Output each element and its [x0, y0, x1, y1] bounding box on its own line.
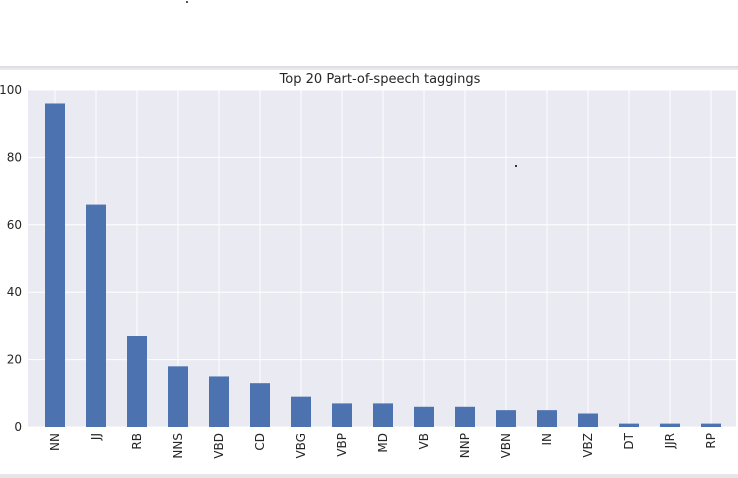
x-tick-label: NN — [48, 433, 62, 451]
y-tick-label: 40 — [7, 285, 22, 299]
bar-cd — [250, 383, 270, 427]
x-tick-label: RP — [704, 433, 718, 449]
x-tick-label: NNS — [171, 433, 185, 459]
bar-nn — [45, 103, 65, 428]
bar-rb — [127, 336, 147, 427]
x-tick-label: VB — [417, 433, 431, 449]
y-tick-label: 0 — [14, 420, 22, 434]
bottom-edge — [0, 474, 738, 478]
x-tick-label: MD — [376, 433, 390, 453]
x-tick-label: RB — [130, 433, 144, 450]
bars — [45, 103, 721, 428]
x-tick-label: DT — [622, 432, 636, 449]
divider — [0, 66, 738, 70]
y-tick-label: 20 — [7, 353, 22, 367]
x-tick-label: VBN — [499, 433, 513, 458]
y-tick-label: 80 — [7, 150, 22, 164]
y-tick-label: 60 — [7, 218, 22, 232]
bar-vbd — [209, 376, 229, 427]
x-tick-label: VBD — [212, 433, 226, 459]
x-tick-label: NNP — [458, 433, 472, 458]
x-tick-label: VBZ — [581, 433, 595, 458]
x-tick-label: JJR — [663, 433, 677, 449]
bar-vb — [414, 406, 434, 427]
x-tick-label: VBP — [335, 433, 349, 457]
bar-jjr — [660, 423, 680, 427]
bar-nnp — [455, 406, 475, 427]
x-tick-label: IN — [540, 433, 554, 446]
blank-header-area — [0, 0, 738, 66]
bar-md — [373, 403, 393, 427]
x-tick-label: CD — [253, 433, 267, 451]
chart-title: Top 20 Part-of-speech taggings — [279, 72, 481, 87]
bar-chart: 0 20 40 60 80 100 NN JJ RB NNS VBD CD VBG VBP MD VB NNP… — [0, 72, 736, 459]
stray-pixel — [515, 165, 517, 167]
x-axis-ticks: NN JJ RB NNS VBD CD VBG VBP MD VB NNP VBN IN VBZ DT JJR… — [48, 432, 718, 458]
bar-jj — [86, 204, 106, 427]
bar-in — [537, 410, 557, 427]
bar-vbp — [332, 403, 352, 427]
bar-vbn — [496, 410, 516, 427]
bar-nns — [168, 366, 188, 427]
bar-vbg — [291, 396, 311, 427]
bar-vbz — [578, 413, 598, 427]
stray-pixel — [186, 1, 188, 3]
bar-rp — [701, 423, 721, 427]
x-tick-label: VBG — [294, 433, 308, 459]
y-tick-label: 100 — [0, 83, 22, 97]
y-axis-ticks: 0 20 40 60 80 100 — [0, 83, 22, 434]
x-tick-label: JJ — [89, 433, 103, 441]
bar-dt — [619, 423, 639, 427]
